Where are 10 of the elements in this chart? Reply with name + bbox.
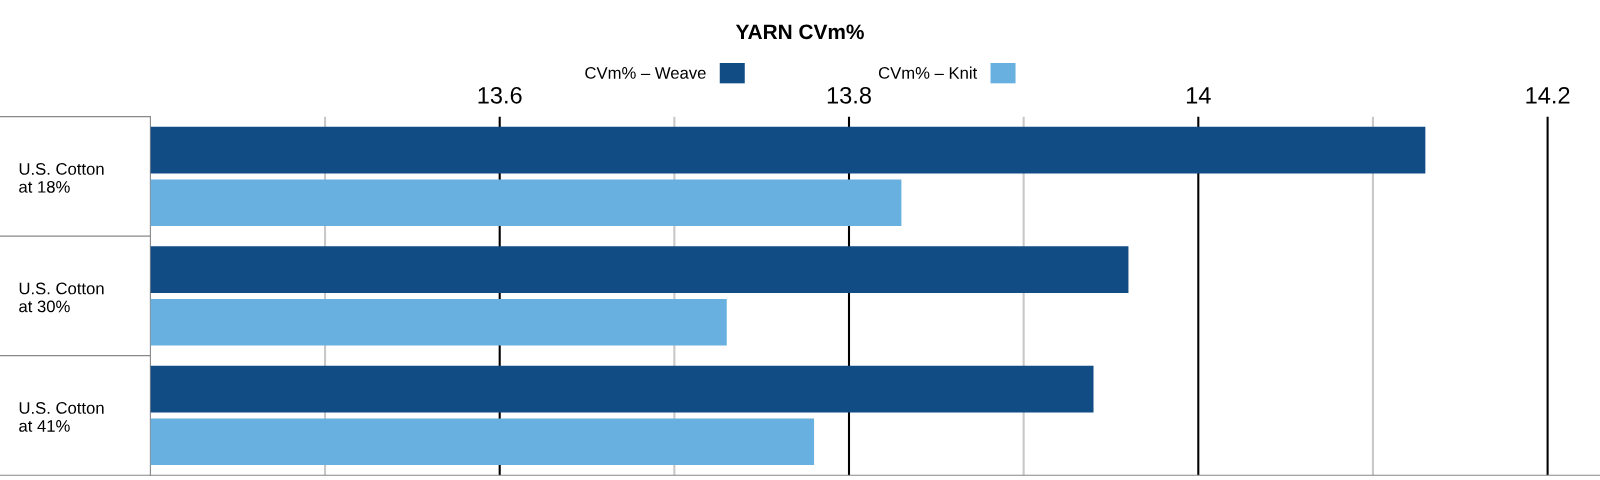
x-tick-label: 14.2 — [1526, 86, 1570, 104]
legend-label: CVm% – Weave — [585, 67, 706, 79]
chart-title: YARN CVm% — [735, 24, 864, 40]
x-tick-label: 14 — [1186, 87, 1211, 104]
x-tick-label: 13.6 — [478, 86, 522, 104]
y-tick-label: U.S. Cotton at 30% — [19, 282, 104, 313]
x-tick-label: 13.8 — [827, 86, 871, 104]
y-tick-label: U.S. Cotton at 18% — [19, 163, 104, 193]
legend-label: CVm% – Knit — [878, 66, 978, 79]
y-tick-label: U.S. Cotton at 41% — [19, 402, 104, 432]
